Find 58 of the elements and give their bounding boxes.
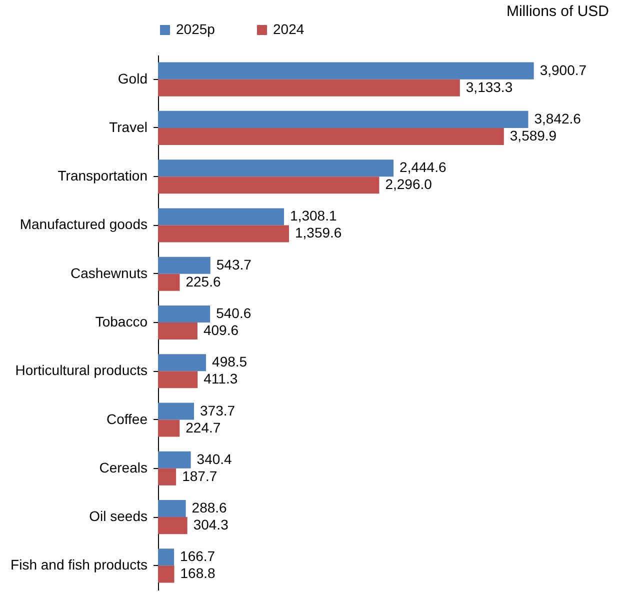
bar bbox=[158, 274, 180, 291]
bar bbox=[158, 354, 206, 372]
y-tick-label: Oil seeds bbox=[89, 508, 148, 524]
data-label: 498.5 bbox=[212, 354, 248, 370]
bar bbox=[158, 128, 504, 145]
y-tick-label: Transportation bbox=[58, 168, 148, 184]
bar bbox=[158, 322, 198, 340]
y-tick-label: Cereals bbox=[99, 459, 148, 476]
bar bbox=[158, 225, 289, 242]
y-tick-label: Fish and fish products bbox=[10, 556, 148, 573]
data-label: 187.7 bbox=[182, 468, 218, 484]
bar bbox=[158, 420, 180, 437]
bar bbox=[158, 160, 394, 177]
bar bbox=[158, 517, 188, 534]
bar bbox=[158, 110, 528, 128]
data-label: 409.6 bbox=[203, 322, 239, 338]
bar bbox=[158, 62, 534, 80]
data-label: 543.7 bbox=[216, 256, 252, 272]
data-label: 340.4 bbox=[196, 450, 232, 467]
y-tick-label: Manufactured goods bbox=[20, 216, 148, 232]
data-label: 3,842.6 bbox=[534, 110, 582, 126]
data-label: 225.6 bbox=[186, 273, 221, 290]
data-label: 166.7 bbox=[180, 548, 216, 564]
bar bbox=[158, 402, 194, 420]
text: Millions of USD bbox=[506, 3, 610, 20]
bar bbox=[158, 566, 174, 583]
data-label: 540.6 bbox=[216, 304, 252, 321]
bar bbox=[158, 256, 210, 274]
data-label: 224.7 bbox=[186, 419, 221, 436]
bar bbox=[158, 548, 174, 566]
bar bbox=[158, 176, 380, 194]
y-tick-label: Horticultural products bbox=[15, 362, 148, 378]
y-tick-label: Tobacco bbox=[95, 314, 148, 330]
y-tick-label: Gold bbox=[118, 70, 148, 86]
y-tick-label: Cashewnuts bbox=[70, 264, 148, 281]
bar bbox=[158, 208, 284, 226]
data-label: 3,589.9 bbox=[510, 127, 557, 144]
data-label: 2,444.6 bbox=[400, 159, 446, 176]
data-label: 3,900.7 bbox=[540, 62, 587, 78]
data-label: 411.3 bbox=[204, 370, 238, 387]
bar bbox=[158, 451, 191, 468]
data-label: 1,359.6 bbox=[295, 224, 342, 241]
legend-label: 2024 bbox=[273, 21, 304, 37]
y-tick-label: Travel bbox=[109, 118, 148, 135]
data-label: 288.6 bbox=[192, 500, 228, 516]
bar bbox=[158, 468, 176, 486]
data-label: 1,308.1 bbox=[290, 208, 337, 224]
data-label: 3,133.3 bbox=[466, 78, 513, 95]
legend-label: 2025p bbox=[176, 21, 216, 37]
y-tick-label: Coffee bbox=[106, 410, 148, 427]
data-label: 168.8 bbox=[180, 565, 216, 582]
data-label: 373.7 bbox=[200, 402, 236, 418]
bar bbox=[158, 305, 210, 322]
data-label: 2,296.0 bbox=[385, 176, 432, 192]
bar bbox=[158, 500, 186, 518]
bar bbox=[158, 79, 460, 96]
data-label: 304.3 bbox=[193, 516, 229, 533]
bar bbox=[158, 371, 198, 388]
